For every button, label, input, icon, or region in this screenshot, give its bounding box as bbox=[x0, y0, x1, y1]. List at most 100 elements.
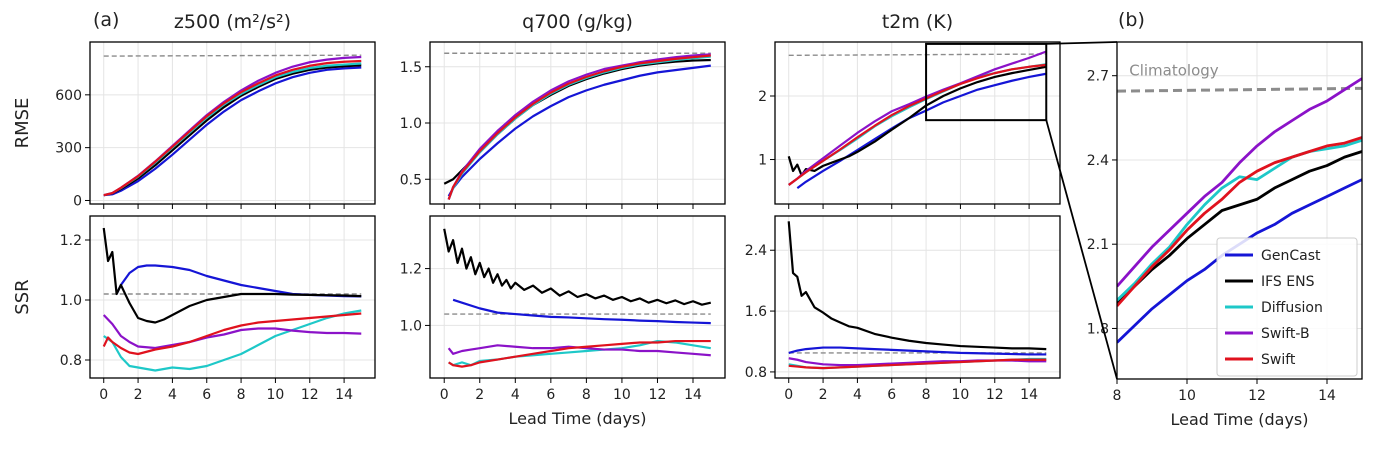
x-tick-label: 8 bbox=[237, 387, 246, 403]
axes-t2m_ssr: 0.8 1.6 2.4 0 2 4 6 8 10 12 14 bbox=[745, 215, 1061, 403]
series-line-ifs-ens bbox=[103, 64, 362, 197]
climatology-annotation: Climatology bbox=[1129, 62, 1219, 80]
series-line-swift bbox=[448, 339, 711, 368]
x-tick-label: 2 bbox=[819, 387, 828, 403]
x-tick-label: 8 bbox=[922, 387, 931, 403]
legend-entry: Swift-B bbox=[1261, 326, 1310, 342]
climatology-line bbox=[103, 54, 362, 57]
y-tick-label: 600 bbox=[55, 88, 82, 104]
y-tick-label: 1.0 bbox=[60, 293, 82, 309]
x-tick-label: 0 bbox=[440, 387, 449, 403]
y-tick-label: 1.2 bbox=[400, 262, 422, 278]
y-tick-label: 2.7 bbox=[1087, 69, 1109, 85]
x-tick-label: 0 bbox=[99, 387, 108, 403]
x-tick-label: 10 bbox=[1178, 388, 1196, 404]
y-tick-label: 0.5 bbox=[400, 172, 422, 188]
legend: GenCast IFS ENS Diffusion Swift-B Swift bbox=[1216, 237, 1358, 377]
x-tick-label: 6 bbox=[546, 387, 555, 403]
y-tick-label: 0 bbox=[73, 193, 82, 209]
x-tick-label: 0 bbox=[784, 387, 793, 403]
chart-title: t2m (K) bbox=[882, 11, 953, 33]
series-line-swift bbox=[788, 63, 1047, 186]
axes-frame bbox=[1116, 41, 1363, 380]
series-line-ifs-ens bbox=[102, 227, 362, 324]
x-tick-label: 8 bbox=[1113, 388, 1122, 404]
x-tick-label: 12 bbox=[1248, 388, 1266, 404]
x-tick-label: 12 bbox=[986, 387, 1004, 403]
legend-entry: Swift bbox=[1261, 352, 1296, 368]
y-tick-label: 0.8 bbox=[745, 365, 767, 381]
axes-frame bbox=[89, 41, 376, 205]
x-tick-label: 6 bbox=[202, 387, 211, 403]
y-tick-label: 1 bbox=[758, 153, 767, 169]
y-tick-label: 1.8 bbox=[1087, 321, 1109, 337]
series-line-swift bbox=[102, 312, 362, 356]
series-line-swift bbox=[1117, 136, 1362, 307]
series-line-swift-b bbox=[788, 50, 1047, 186]
x-axis-label: Lead Time (days) bbox=[508, 409, 646, 428]
y-tick-label: 1.0 bbox=[400, 318, 422, 334]
x-tick-label: 14 bbox=[1020, 387, 1038, 403]
series-line-swift-b bbox=[447, 344, 711, 357]
x-tick-label: 4 bbox=[511, 387, 520, 403]
series-line-ifs-ens bbox=[1117, 150, 1362, 305]
series-line-swift-b bbox=[1117, 77, 1362, 288]
series-line-ifs-ens bbox=[443, 228, 712, 306]
series-line-gencast bbox=[115, 264, 362, 298]
x-tick-label: 10 bbox=[267, 387, 285, 403]
axes-frame bbox=[89, 215, 376, 379]
axes-frame bbox=[774, 215, 1061, 379]
y-tick-label: 1.6 bbox=[745, 304, 767, 320]
panel-label-b: (b) bbox=[1118, 9, 1145, 31]
x-tick-label: 8 bbox=[582, 387, 591, 403]
x-tick-label: 12 bbox=[649, 387, 667, 403]
axes-frame bbox=[429, 215, 726, 379]
climatology-line bbox=[788, 53, 1047, 57]
panel-label-a: (a) bbox=[93, 9, 119, 31]
axes-frame bbox=[774, 41, 1061, 205]
y-axis-label: RMSE bbox=[12, 98, 33, 149]
x-tick-label: 2 bbox=[475, 387, 484, 403]
x-tick-label: 6 bbox=[887, 387, 896, 403]
zoom-connector-top bbox=[1046, 41, 1118, 45]
series-line-swift bbox=[447, 54, 711, 200]
y-tick-label: 0.8 bbox=[60, 353, 82, 369]
series-line-gencast bbox=[452, 298, 711, 325]
series-line-ifs-ens bbox=[787, 221, 1047, 351]
climatology-line bbox=[1117, 86, 1362, 93]
x-tick-label: 4 bbox=[853, 387, 862, 403]
chart-title: q700 (g/kg) bbox=[522, 11, 633, 33]
y-tick-label: 2 bbox=[758, 89, 767, 105]
series-line-gencast bbox=[447, 64, 711, 197]
legend-entry: GenCast bbox=[1261, 248, 1321, 264]
zoom-region-box bbox=[925, 42, 1048, 122]
axes-t2m_rmse: 1 2 t2m (K) bbox=[758, 11, 1061, 209]
zoom-connector-bottom bbox=[1045, 119, 1118, 380]
axes-q700_ssr: 1.0 1.2 0 2 4 6 8 10 12 14 Lead Time (days) bbox=[400, 215, 726, 428]
x-tick-label: 14 bbox=[335, 387, 353, 403]
legend-entry: IFS ENS bbox=[1261, 274, 1315, 290]
axes-z500_ssr: 0.8 1.0 1.2 0 2 4 6 8 10 12 14 SSR bbox=[12, 215, 376, 403]
series-line-swift-b bbox=[102, 314, 362, 350]
x-tick-label: 14 bbox=[1318, 388, 1336, 404]
x-tick-label: 12 bbox=[301, 387, 319, 403]
y-tick-label: 2.4 bbox=[745, 243, 767, 259]
x-tick-label: 10 bbox=[613, 387, 631, 403]
series-line-gencast bbox=[103, 66, 362, 197]
series-line-diffusion bbox=[103, 309, 362, 372]
axes-q700_rmse: 0.5 1.0 1.5 q700 (g/kg) bbox=[400, 11, 726, 209]
y-tick-label: 1.5 bbox=[400, 60, 422, 76]
y-tick-label: 1.0 bbox=[400, 116, 422, 132]
series-line-diffusion bbox=[1117, 138, 1362, 302]
y-tick-label: 2.1 bbox=[1087, 237, 1109, 253]
axes-z500_rmse: 0 300 600 z500 (m²/s²) RMSE bbox=[12, 11, 376, 209]
y-tick-label: 2.4 bbox=[1087, 153, 1109, 169]
y-axis-label: SSR bbox=[12, 279, 33, 314]
series-line-gencast bbox=[788, 346, 1047, 356]
legend-box bbox=[1216, 237, 1358, 377]
x-tick-label: 2 bbox=[134, 387, 143, 403]
y-tick-label: 1.2 bbox=[60, 233, 82, 249]
chart-title: z500 (m²/s²) bbox=[174, 11, 291, 33]
